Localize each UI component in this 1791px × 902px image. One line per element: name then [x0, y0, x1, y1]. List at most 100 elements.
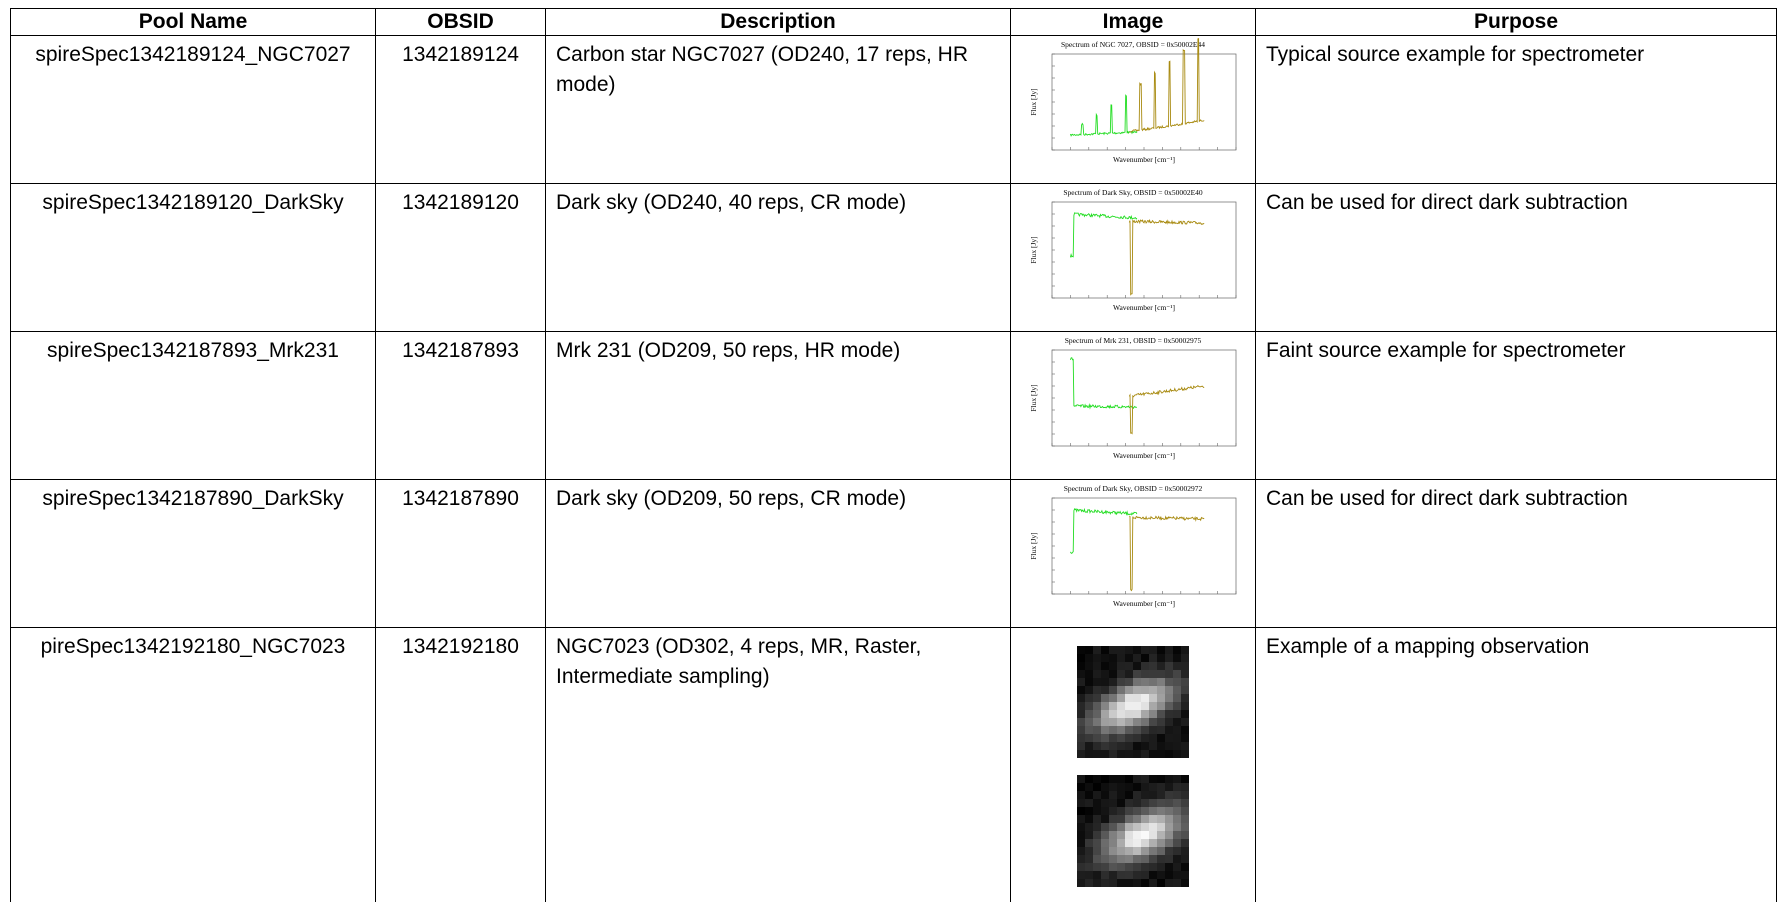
page: Pool Name OBSID Description Image Purpos… — [0, 0, 1791, 803]
map-pixel — [1165, 855, 1173, 863]
map-pixel — [1181, 646, 1189, 654]
map-pixel — [1093, 871, 1101, 879]
image-cell: Spectrum of Dark Sky, OBSID = 0x50002972… — [1011, 480, 1256, 628]
map-pixel — [1149, 742, 1157, 750]
x-label: Wavenumber [cm⁻¹] — [1113, 303, 1175, 312]
spectrum-line — [1070, 358, 1137, 409]
map-pixel — [1181, 678, 1189, 686]
map-pixel — [1165, 831, 1173, 839]
map-pixel — [1117, 750, 1125, 758]
map-pixel — [1117, 799, 1125, 807]
map-pixel — [1077, 694, 1085, 702]
plot-frame — [1052, 350, 1236, 446]
map-pixel — [1149, 686, 1157, 694]
map-pixel — [1109, 839, 1117, 847]
map-pixel — [1109, 863, 1117, 871]
obsid-cell: 1342187893 — [376, 332, 546, 480]
plot-title: Spectrum of Dark Sky, OBSID = 0x50002E40 — [1063, 188, 1203, 197]
map-pixel — [1101, 823, 1109, 831]
map-pixel — [1085, 871, 1093, 879]
map-pixel — [1157, 718, 1165, 726]
map-pixel — [1117, 815, 1125, 823]
map-pixel — [1101, 742, 1109, 750]
map-pixel — [1133, 807, 1141, 815]
map-pixel — [1173, 646, 1181, 654]
map-pixel — [1093, 807, 1101, 815]
map-pixel — [1125, 694, 1133, 702]
map-pixel — [1181, 718, 1189, 726]
map-pixel — [1133, 871, 1141, 879]
map-pixel — [1141, 783, 1149, 791]
map-pixel — [1125, 726, 1133, 734]
map-pixel — [1149, 823, 1157, 831]
map-pixel — [1157, 791, 1165, 799]
map-pixel — [1157, 734, 1165, 742]
map-pixel — [1181, 839, 1189, 847]
plot-frame — [1052, 54, 1236, 150]
map-pixel — [1133, 654, 1141, 662]
map-pixel — [1125, 742, 1133, 750]
map-pixel — [1173, 855, 1181, 863]
spectrum-line — [1129, 220, 1204, 295]
y-label: Flux [Jy] — [1029, 88, 1038, 115]
purpose-cell: Example of a mapping observation — [1256, 628, 1777, 902]
map-pixel — [1165, 823, 1173, 831]
header-cell: Description — [546, 9, 1011, 36]
map-pixel — [1181, 662, 1189, 670]
map-pixel — [1117, 742, 1125, 750]
map-pixel — [1077, 823, 1085, 831]
map-pixel — [1109, 750, 1117, 758]
map-pixel — [1133, 718, 1141, 726]
map-pixel — [1085, 799, 1093, 807]
map-pixel — [1093, 718, 1101, 726]
map-pixel — [1157, 662, 1165, 670]
map-pixel — [1125, 686, 1133, 694]
map-pixel — [1125, 702, 1133, 710]
map-pixel — [1117, 839, 1125, 847]
map-pixel — [1141, 847, 1149, 855]
description-cell: Dark sky (OD240, 40 reps, CR mode) — [546, 184, 1011, 332]
map-pixel — [1117, 662, 1125, 670]
map-pixel — [1173, 662, 1181, 670]
header-cell: Purpose — [1256, 9, 1777, 36]
plot-title: Spectrum of Mrk 231, OBSID = 0x50002975 — [1065, 336, 1202, 345]
map-pixel — [1109, 654, 1117, 662]
map-pixel — [1077, 847, 1085, 855]
map-pixel — [1077, 871, 1085, 879]
map-pixel — [1181, 775, 1189, 783]
map-pixel — [1157, 750, 1165, 758]
map-pixel — [1141, 694, 1149, 702]
map-pixel — [1165, 750, 1173, 758]
map-pixel — [1077, 855, 1085, 863]
map-pixel — [1149, 807, 1157, 815]
map-pixel — [1165, 646, 1173, 654]
map-pixel — [1101, 718, 1109, 726]
map-pixel — [1109, 710, 1117, 718]
map-pixel — [1101, 726, 1109, 734]
map-pixel — [1125, 783, 1133, 791]
map-pixel — [1173, 847, 1181, 855]
map-pixel — [1173, 686, 1181, 694]
map-pixel — [1165, 807, 1173, 815]
map-pixel — [1141, 662, 1149, 670]
map-pixel — [1141, 807, 1149, 815]
map-pixel — [1101, 694, 1109, 702]
map-pixel — [1173, 726, 1181, 734]
pool-name-cell: spireSpec1342189124_NGC7027 — [11, 36, 376, 184]
y-label: Flux [Jy] — [1029, 532, 1038, 559]
map-pixel — [1149, 815, 1157, 823]
map-pixel — [1077, 879, 1085, 887]
map-pixel — [1117, 678, 1125, 686]
map-pixel — [1101, 831, 1109, 839]
map-pixel — [1093, 646, 1101, 654]
plot-title: Spectrum of Dark Sky, OBSID = 0x50002972 — [1064, 484, 1203, 493]
map-pixel — [1117, 847, 1125, 855]
map-pixel — [1125, 823, 1133, 831]
spectrum-line — [1070, 213, 1137, 258]
purpose-cell: Faint source example for spectrometer — [1256, 332, 1777, 480]
map-pixel — [1165, 654, 1173, 662]
map-pixel — [1149, 646, 1157, 654]
